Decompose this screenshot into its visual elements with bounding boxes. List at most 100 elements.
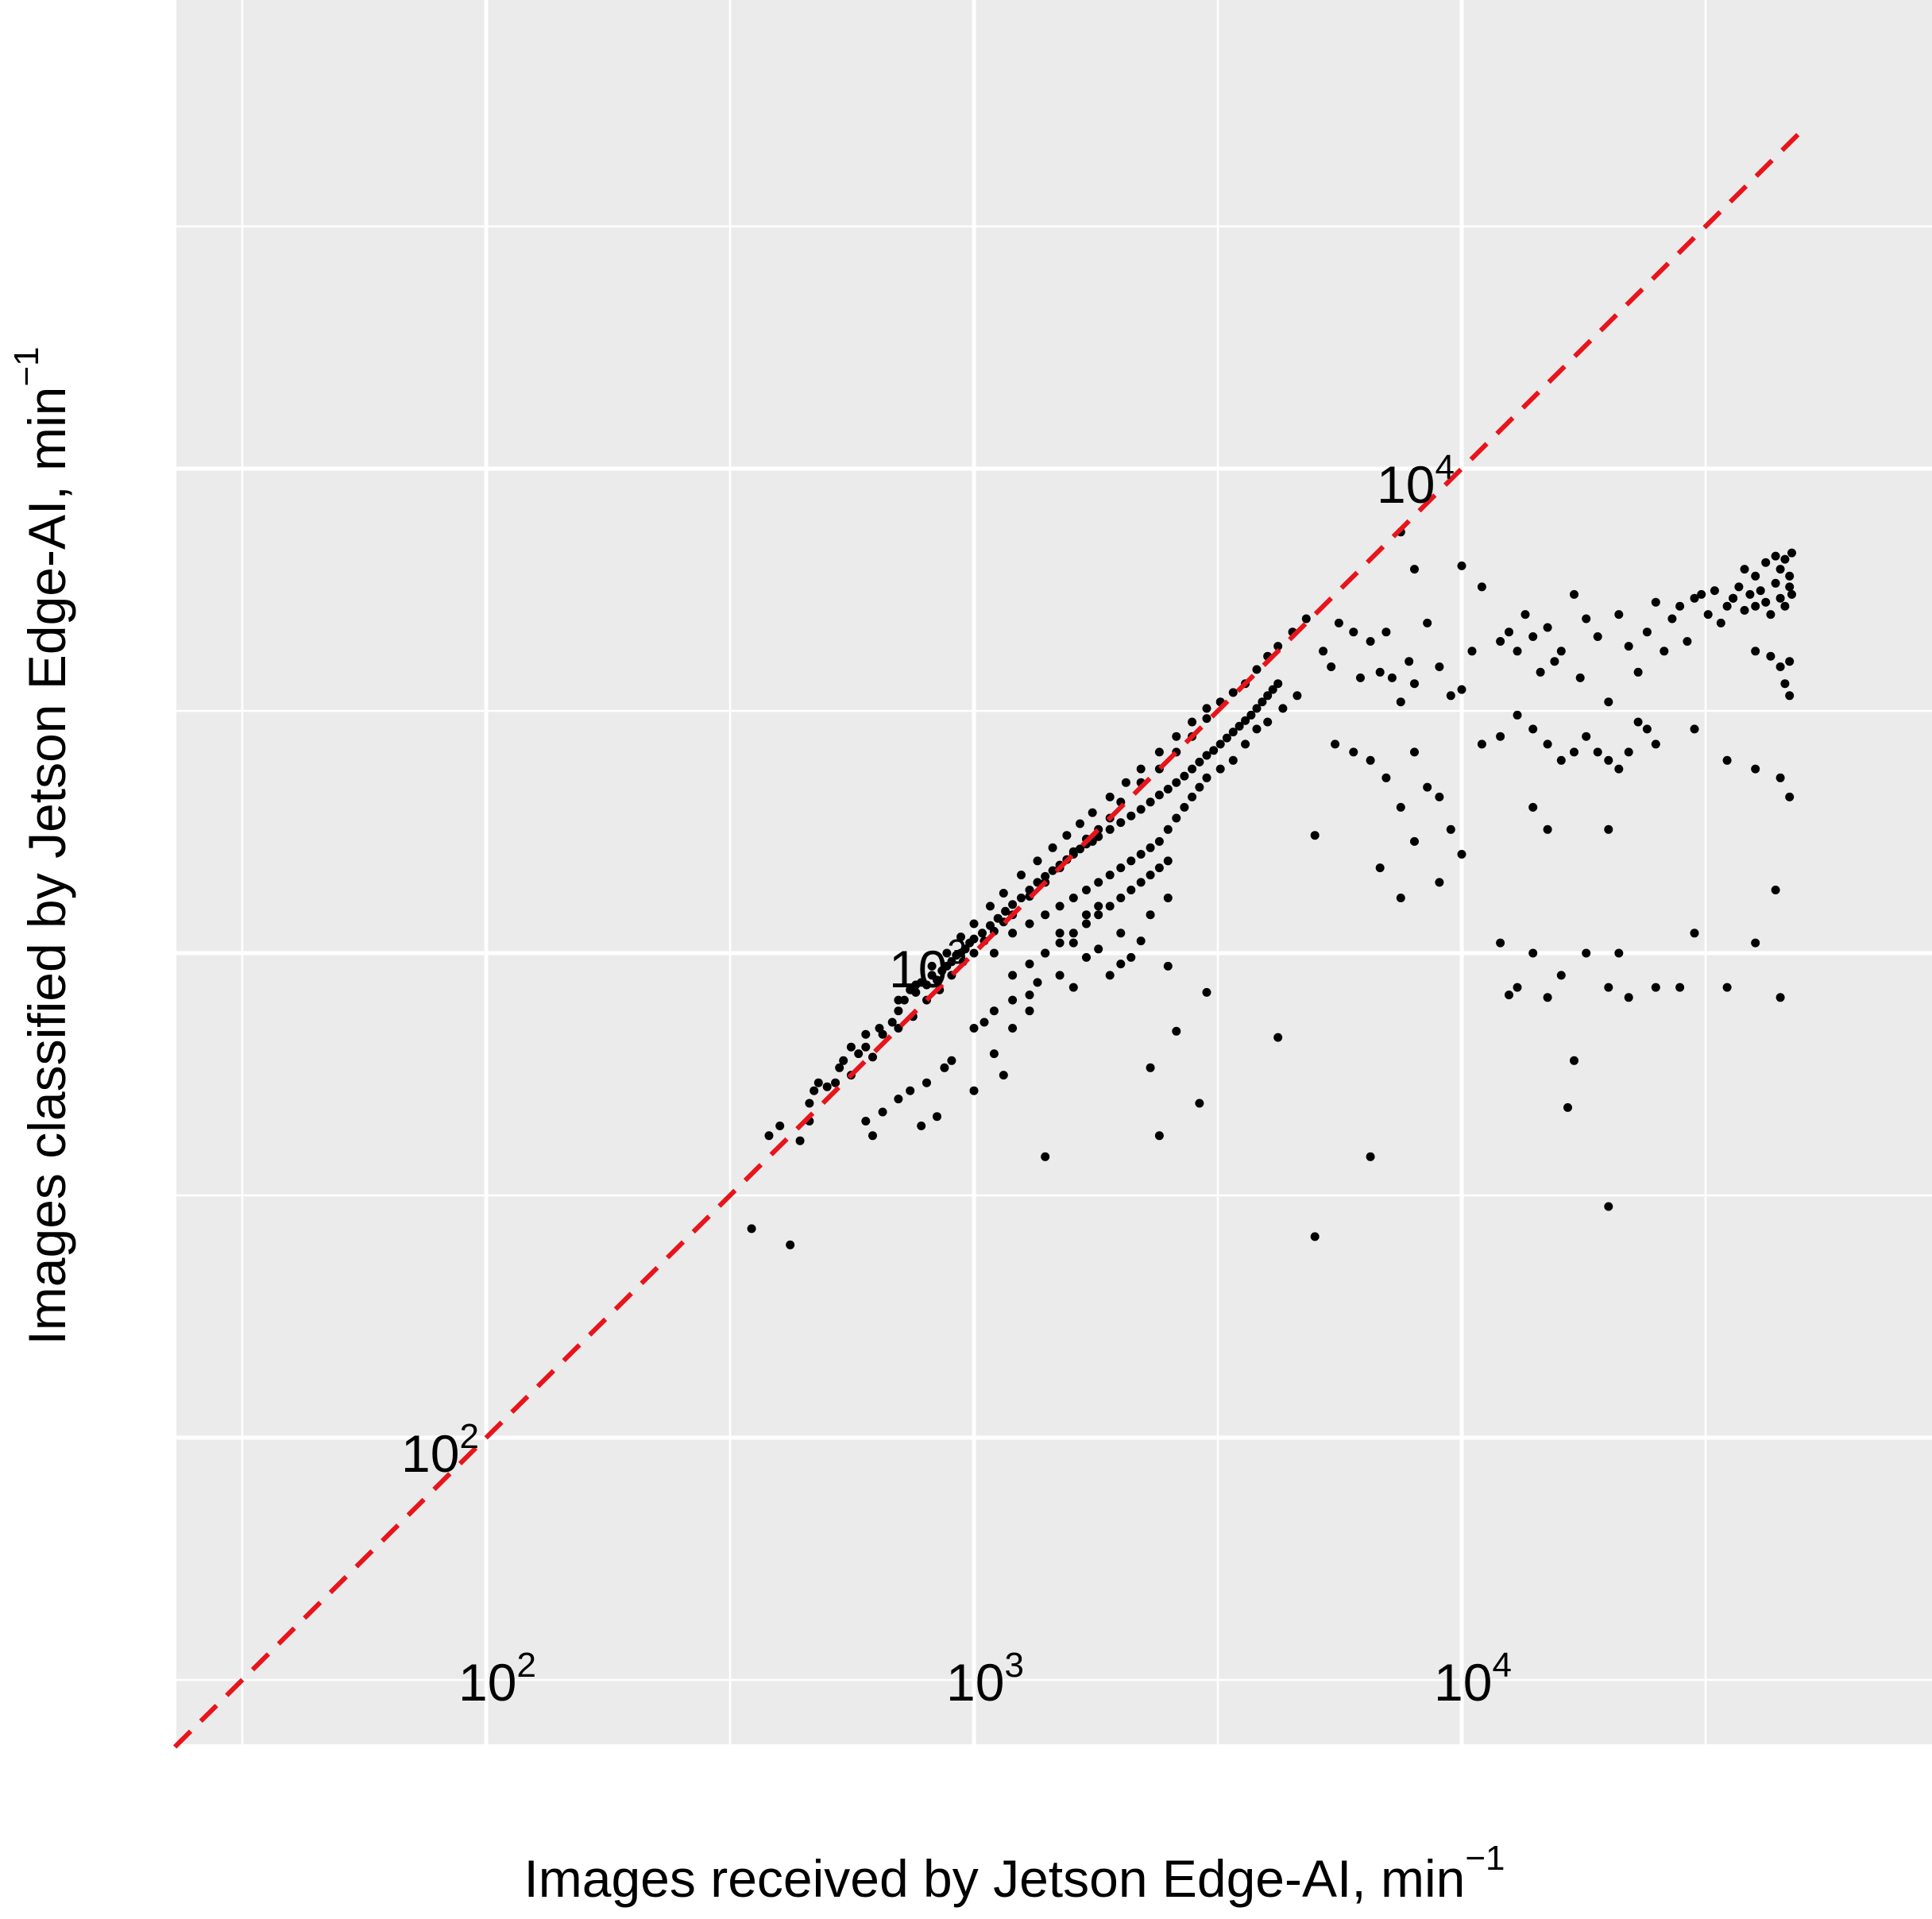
- data-point: [775, 1122, 785, 1130]
- data-point: [1396, 894, 1405, 902]
- data-point: [1094, 878, 1103, 887]
- data-point: [956, 932, 965, 942]
- data-point: [1195, 782, 1204, 792]
- data-point: [1457, 685, 1466, 694]
- data-point: [1604, 983, 1613, 992]
- data-point: [1457, 850, 1466, 859]
- data-point: [1126, 856, 1136, 866]
- data-point: [1593, 632, 1602, 641]
- data-point: [1366, 637, 1375, 646]
- data-point: [1642, 724, 1652, 734]
- data-point: [1068, 847, 1078, 856]
- data-point: [1048, 843, 1057, 852]
- data-point: [1252, 665, 1262, 674]
- data-point: [1041, 948, 1050, 958]
- data-point: [1163, 961, 1173, 971]
- data-point: [1008, 1024, 1018, 1033]
- data-point: [1136, 805, 1146, 814]
- data-point: [1556, 755, 1566, 765]
- x-tick-label: 102: [458, 1646, 536, 1712]
- data-point: [1116, 929, 1126, 938]
- data-point: [1116, 818, 1126, 828]
- data-point: [1273, 1033, 1283, 1042]
- data-point: [1528, 724, 1538, 734]
- data-point: [1146, 910, 1155, 920]
- data-point: [1116, 960, 1126, 969]
- data-point: [1048, 866, 1057, 875]
- data-point: [1785, 657, 1795, 666]
- data-point: [1505, 627, 1513, 637]
- data-point: [1136, 850, 1146, 859]
- data-point: [1258, 697, 1267, 707]
- x-tick-label: 104: [1434, 1646, 1512, 1712]
- data-point: [1582, 732, 1591, 741]
- data-point: [861, 1117, 871, 1126]
- data-point: [1349, 747, 1358, 757]
- data-point: [1278, 704, 1288, 713]
- data-point: [1690, 593, 1699, 603]
- data-point: [1094, 902, 1103, 911]
- data-point: [887, 1017, 897, 1027]
- data-point: [1751, 938, 1760, 948]
- data-point: [922, 1078, 931, 1087]
- data-point: [1055, 929, 1065, 938]
- data-point: [1025, 960, 1034, 969]
- data-point: [1008, 995, 1018, 1005]
- data-point: [839, 1056, 848, 1065]
- data-point: [1776, 662, 1785, 671]
- data-point: [1082, 910, 1091, 920]
- data-point: [1154, 863, 1164, 873]
- data-point: [1172, 732, 1181, 741]
- data-point: [1241, 739, 1250, 749]
- data-point: [795, 1136, 805, 1145]
- data-point: [947, 1056, 956, 1065]
- data-point: [1405, 657, 1414, 666]
- data-point: [1116, 863, 1126, 873]
- data-point: [1446, 691, 1455, 701]
- data-point: [1543, 623, 1552, 632]
- data-point: [854, 1049, 864, 1059]
- data-point: [1033, 978, 1042, 987]
- data-point: [922, 980, 931, 990]
- data-point: [1410, 747, 1419, 757]
- data-point: [1076, 819, 1084, 828]
- data-point: [1776, 565, 1785, 574]
- data-point: [1410, 679, 1419, 689]
- data-point: [999, 1071, 1008, 1080]
- minor-gridlines: [176, 0, 1932, 1744]
- data-point: [1614, 948, 1624, 958]
- data-point: [1740, 605, 1749, 615]
- data-point: [1766, 610, 1776, 620]
- data-point: [1055, 971, 1065, 980]
- data-point: [1423, 782, 1432, 792]
- data-point: [1556, 971, 1566, 980]
- data-point: [1780, 601, 1790, 611]
- data-point: [1690, 724, 1699, 734]
- data-point: [1766, 651, 1776, 661]
- data-point: [1180, 802, 1189, 812]
- data-point: [969, 1086, 979, 1095]
- data-point: [810, 1086, 819, 1095]
- data-point: [1624, 642, 1633, 651]
- data-point: [969, 948, 979, 958]
- data-point: [1202, 773, 1211, 782]
- data-point: [747, 1224, 756, 1234]
- data-point: [1761, 597, 1771, 607]
- data-point: [868, 1131, 877, 1141]
- data-point: [1008, 900, 1018, 909]
- x-axis-title-superscript: −1: [1465, 1839, 1505, 1878]
- data-point: [1041, 910, 1050, 920]
- data-point: [1785, 691, 1795, 701]
- data-point: [1375, 863, 1385, 873]
- data-point: [1751, 647, 1760, 656]
- data-point: [846, 1042, 856, 1052]
- data-point: [1703, 610, 1713, 620]
- data-point: [1334, 618, 1343, 627]
- data-point: [989, 948, 999, 958]
- data-point: [1722, 601, 1732, 611]
- data-point: [1068, 929, 1078, 938]
- data-point: [1356, 673, 1365, 682]
- data-point: [1410, 565, 1419, 574]
- data-point: [1710, 586, 1719, 596]
- data-point: [1563, 1102, 1572, 1112]
